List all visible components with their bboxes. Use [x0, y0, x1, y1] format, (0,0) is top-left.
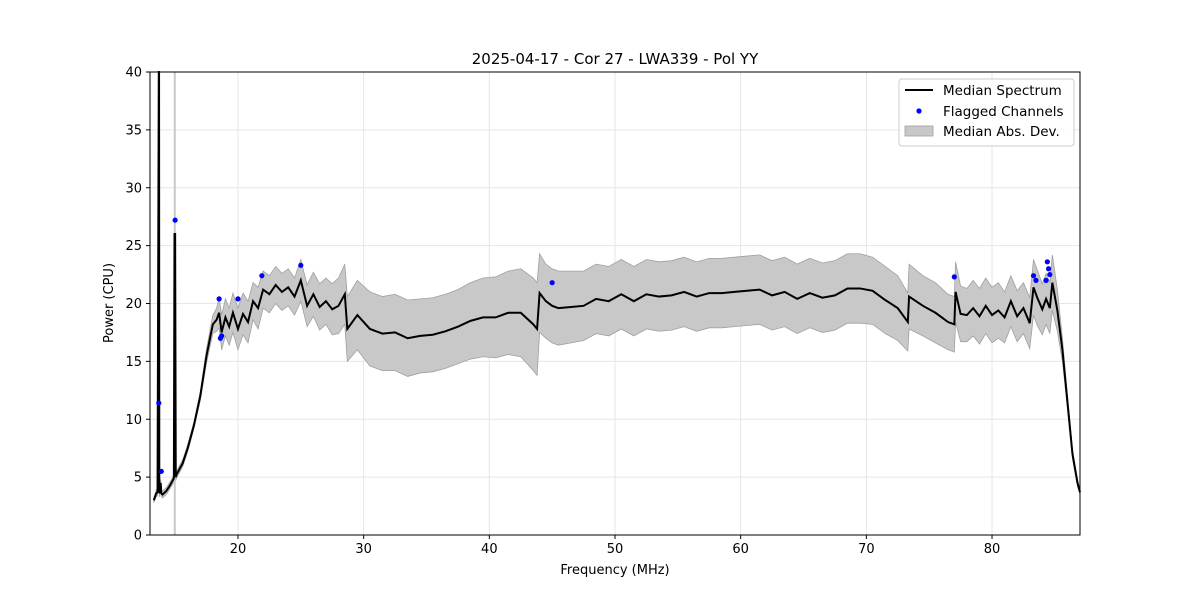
x-axis-label: Frequency (MHz) — [560, 563, 669, 578]
y-tick-label: 25 — [125, 239, 142, 254]
flagged-channel-point — [219, 333, 225, 339]
flagged-channel-point — [951, 274, 957, 280]
x-tick-label: 40 — [481, 542, 498, 557]
flagged-channel-point — [156, 400, 162, 406]
flagged-channel-point — [216, 296, 222, 302]
y-tick-label: 35 — [125, 123, 142, 138]
median-spectrum-path — [152, 71, 1081, 501]
x-tick-label: 50 — [607, 542, 624, 557]
flagged-channel-point — [1043, 277, 1049, 283]
y-tick-label: 30 — [125, 181, 142, 196]
flagged-channel-point — [1045, 266, 1052, 272]
y-tick-label: 40 — [125, 66, 142, 81]
flagged-channel-point — [172, 217, 178, 223]
flagged-channel-point — [259, 273, 265, 279]
legend-flagged-marker-swatch — [916, 108, 922, 114]
x-tick-label: 20 — [230, 542, 247, 557]
legend-median-label: Median Spectrum — [943, 83, 1062, 99]
x-tick-label: 60 — [732, 542, 749, 557]
legend-box — [898, 78, 1075, 147]
legend-mad-label: Median Abs. Dev. — [943, 124, 1060, 140]
legend: Median Spectrum Flagged Channels Median … — [898, 78, 1075, 147]
chart-title: 2025-04-17 - Cor 27 - LWA339 - Pol YY — [472, 50, 759, 68]
flagged-channel-point — [549, 280, 555, 286]
y-tick-label: 5 — [134, 471, 142, 486]
flagged-channel-point — [1047, 271, 1053, 278]
flagged-channels — [156, 217, 1053, 474]
y-tick-label: 15 — [125, 355, 142, 370]
flagged-channel-point — [158, 468, 164, 474]
x-tick-label: 80 — [984, 542, 1001, 557]
y-tick-label: 0 — [134, 529, 142, 544]
y-tick-label: 10 — [125, 413, 142, 428]
y-axis-ticks: 0 5 10 15 20 25 30 35 40 — [125, 66, 150, 544]
flagged-channel-point — [1033, 277, 1039, 283]
y-axis-label: Power (CPU) — [102, 263, 117, 343]
flagged-channel-point — [1030, 273, 1037, 279]
y-tick-label: 20 — [125, 297, 142, 312]
legend-mad-fill-swatch — [904, 125, 934, 137]
flagged-channel-point — [235, 296, 241, 302]
x-tick-label: 70 — [858, 542, 875, 557]
x-axis-ticks: 20 30 40 50 60 70 80 — [230, 535, 1001, 557]
x-tick-label: 30 — [355, 542, 372, 557]
legend-flagged-label: Flagged Channels — [943, 104, 1064, 120]
flagged-channel-point — [298, 262, 304, 268]
median-spectrum-line — [152, 71, 1081, 501]
flagged-channel-point — [1044, 259, 1050, 265]
